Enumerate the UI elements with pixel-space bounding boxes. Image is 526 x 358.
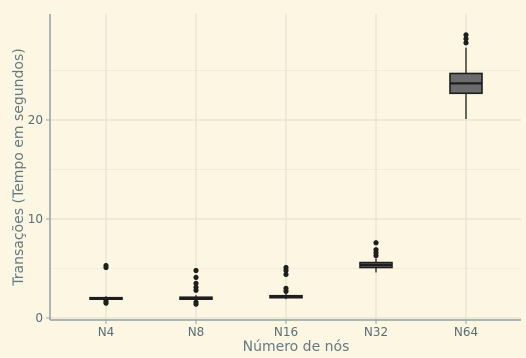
y-tick-label: 0 bbox=[35, 311, 43, 325]
x-tick-label: N8 bbox=[188, 325, 205, 339]
x-axis-ticks: N4 N8 N16 N32 N64 bbox=[98, 320, 478, 339]
outlier-point bbox=[193, 274, 199, 281]
box-n8 bbox=[179, 267, 213, 307]
outlier-point bbox=[283, 285, 289, 291]
outlier-point bbox=[373, 240, 379, 246]
x-axis-title: Número de nós bbox=[243, 339, 350, 355]
y-axis-title: Transações (Tempo em segundos) bbox=[11, 48, 27, 286]
outlier-point bbox=[193, 267, 199, 274]
outlier-point bbox=[193, 299, 199, 305]
box-n32 bbox=[359, 240, 393, 273]
y-tick-label: 10 bbox=[28, 212, 43, 226]
x-tick-label: N64 bbox=[454, 325, 478, 339]
y-tick-label: 20 bbox=[28, 113, 43, 127]
outlier-point bbox=[463, 32, 469, 38]
outlier-point bbox=[283, 271, 289, 278]
outlier-point bbox=[283, 264, 289, 271]
outlier-point bbox=[463, 36, 469, 42]
outlier-point bbox=[373, 247, 379, 253]
x-tick-label: N32 bbox=[364, 325, 388, 339]
x-tick-label: N16 bbox=[274, 325, 298, 339]
outlier-point bbox=[103, 262, 109, 269]
box-series bbox=[89, 32, 483, 307]
outlier-point bbox=[103, 298, 109, 304]
y-axis-ticks: 0 10 20 bbox=[28, 113, 50, 325]
outlier-point bbox=[193, 284, 199, 290]
x-tick-label: N4 bbox=[98, 325, 115, 339]
outlier-point bbox=[463, 40, 469, 46]
box-n4 bbox=[89, 262, 123, 306]
box-n64 bbox=[449, 32, 483, 120]
box-n16 bbox=[269, 264, 303, 300]
outlier-point bbox=[193, 280, 199, 286]
